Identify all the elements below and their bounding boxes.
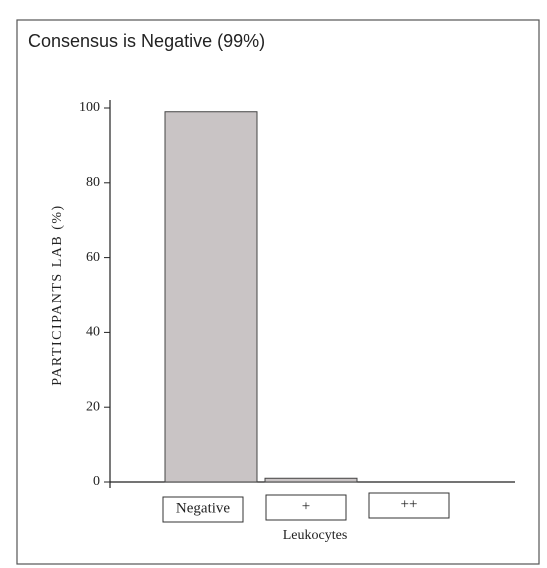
- x-axis-label: Leukocytes: [283, 528, 348, 543]
- category-box: [368, 492, 450, 519]
- y-tick-label: 60: [86, 250, 100, 265]
- y-axis-label: PARTICIPANTS LAB (%): [50, 204, 65, 385]
- category-box: [265, 494, 347, 521]
- card-border: [16, 19, 540, 565]
- y-tick-label: 40: [86, 325, 100, 340]
- x-tick-label: ++: [401, 496, 418, 512]
- bar: [264, 477, 358, 483]
- y-tick-label: 80: [86, 175, 100, 190]
- category-box: [162, 496, 244, 523]
- x-tick-label: +: [302, 498, 310, 514]
- y-tick-label: 20: [86, 399, 100, 414]
- x-tick-label: Negative: [176, 500, 230, 516]
- bar: [164, 111, 258, 483]
- chart-title: Consensus is Negative (99%): [28, 31, 265, 51]
- y-tick-label: 100: [79, 100, 100, 115]
- y-tick-label: 0: [93, 474, 100, 489]
